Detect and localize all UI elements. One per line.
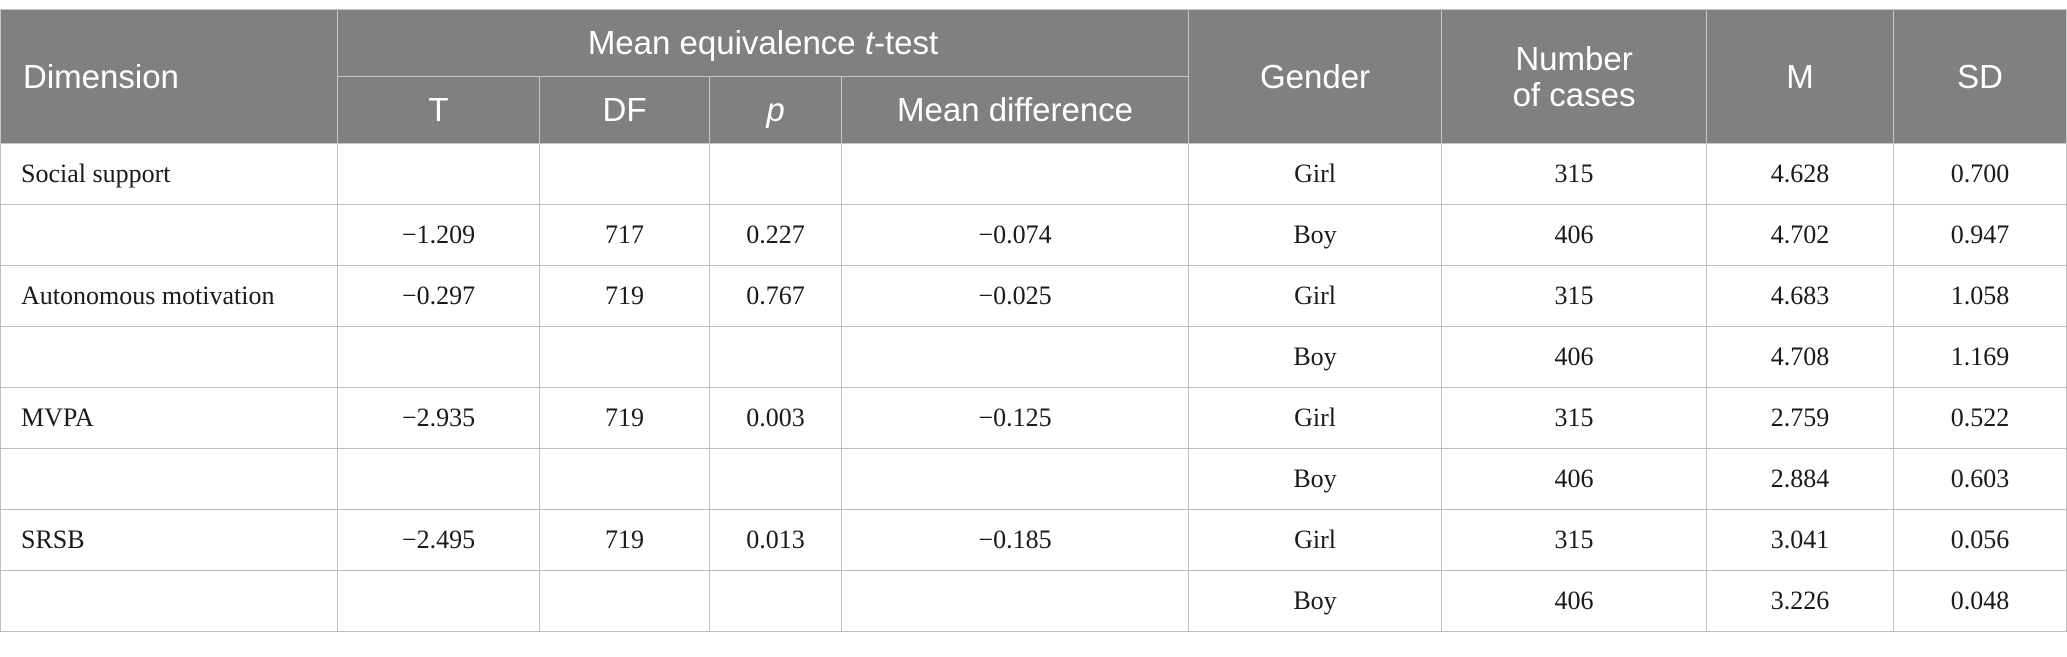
cell-mean-difference: −0.025 [840, 265, 1190, 327]
cell-t: −2.495 [337, 509, 540, 571]
cell-m: 2.759 [1706, 387, 1895, 449]
cell-dimension: Social support [0, 143, 338, 205]
group-title-suffix: -test [874, 24, 939, 61]
cell-sd: 0.056 [1893, 509, 2067, 571]
cell-p [709, 143, 842, 205]
cases-line2: of cases [1512, 75, 1636, 113]
header-p: p [709, 76, 842, 144]
cell-number-of-cases: 406 [1441, 204, 1708, 266]
cell-gender: Boy [1188, 570, 1443, 632]
header-sd: SD [1893, 9, 2067, 144]
cell-m: 4.702 [1706, 204, 1895, 266]
cell-df: 717 [539, 204, 710, 266]
cell-number-of-cases: 315 [1441, 143, 1708, 205]
cell-mean-difference [840, 326, 1190, 388]
cell-dimension: SRSB [0, 509, 338, 571]
cell-m: 4.708 [1706, 326, 1895, 388]
cell-t: −2.935 [337, 387, 540, 449]
cell-t: −1.209 [337, 204, 540, 266]
cell-p: 0.227 [709, 204, 842, 266]
cell-p [709, 326, 842, 388]
cell-number-of-cases: 406 [1441, 448, 1708, 510]
cell-dimension: Autonomous motivation [0, 265, 338, 327]
cell-dimension [0, 448, 338, 510]
cell-m: 3.041 [1706, 509, 1895, 571]
cell-p: 0.013 [709, 509, 842, 571]
header-gender: Gender [1188, 9, 1443, 144]
table-row: Boy 406 2.884 0.603 [0, 448, 2067, 510]
cell-m: 2.884 [1706, 448, 1895, 510]
table-row: Boy 406 3.226 0.048 [0, 570, 2067, 632]
cell-gender: Girl [1188, 509, 1443, 571]
table-row: Boy 406 4.708 1.169 [0, 326, 2067, 388]
header-m: M [1706, 9, 1895, 144]
cell-number-of-cases: 315 [1441, 265, 1708, 327]
cell-mean-difference: −0.185 [840, 509, 1190, 571]
cell-number-of-cases: 315 [1441, 509, 1708, 571]
header-dimension: Dimension [0, 9, 338, 144]
cell-sd: 0.700 [1893, 143, 2067, 205]
cell-df [539, 143, 710, 205]
cell-df: 719 [539, 265, 710, 327]
cell-m: 4.683 [1706, 265, 1895, 327]
cell-mean-difference [840, 143, 1190, 205]
cell-number-of-cases: 406 [1441, 326, 1708, 388]
table-row: Social support Girl 315 4.628 0.700 [0, 143, 2067, 205]
cell-dimension [0, 570, 338, 632]
cell-mean-difference: −0.125 [840, 387, 1190, 449]
header-df: DF [539, 76, 710, 144]
table-header: Dimension Mean equivalence t-test Gender… [0, 9, 2067, 144]
cell-sd: 0.522 [1893, 387, 2067, 449]
gender-comparison-table: Dimension Mean equivalence t-test Gender… [0, 9, 2067, 632]
cell-df: 719 [539, 509, 710, 571]
cell-p [709, 448, 842, 510]
table-row: −1.209 717 0.227 −0.074 Boy 406 4.702 0.… [0, 204, 2067, 266]
cell-p: 0.767 [709, 265, 842, 327]
cell-gender: Girl [1188, 265, 1443, 327]
table-body: Social support Girl 315 4.628 0.700 −1.2… [0, 143, 2067, 632]
header-mean-equivalence-group: Mean equivalence t-test [336, 9, 1190, 77]
cell-number-of-cases: 315 [1441, 387, 1708, 449]
cell-mean-difference [840, 570, 1190, 632]
cell-t [337, 448, 540, 510]
cell-mean-difference: −0.074 [840, 204, 1190, 266]
cell-sd: 1.058 [1893, 265, 2067, 327]
cell-m: 4.628 [1706, 143, 1895, 205]
header-t: T [337, 76, 540, 144]
cell-p: 0.003 [709, 387, 842, 449]
cell-mean-difference [840, 448, 1190, 510]
cell-gender: Girl [1188, 143, 1443, 205]
cell-dimension [0, 204, 338, 266]
cell-dimension: MVPA [0, 387, 338, 449]
cell-sd: 0.603 [1893, 448, 2067, 510]
cell-t [337, 570, 540, 632]
cell-df [539, 326, 710, 388]
cell-t [337, 326, 540, 388]
cell-sd: 0.048 [1893, 570, 2067, 632]
cell-t [337, 143, 540, 205]
group-title-text: Mean equivalence [587, 24, 865, 61]
header-number-of-cases: Number of cases [1441, 9, 1708, 144]
cell-df: 719 [539, 387, 710, 449]
cell-sd: 0.947 [1893, 204, 2067, 266]
table-row: MVPA −2.935 719 0.003 −0.125 Girl 315 2.… [0, 387, 2067, 449]
cell-m: 3.226 [1706, 570, 1895, 632]
table-row: Autonomous motivation −0.297 719 0.767 −… [0, 265, 2067, 327]
table-row: SRSB −2.495 719 0.013 −0.185 Girl 315 3.… [0, 509, 2067, 571]
cell-number-of-cases: 406 [1441, 570, 1708, 632]
cell-df [539, 570, 710, 632]
cell-gender: Boy [1188, 204, 1443, 266]
header-mean-difference: Mean difference [840, 76, 1190, 144]
cell-gender: Boy [1188, 448, 1443, 510]
cell-gender: Boy [1188, 326, 1443, 388]
cell-gender: Girl [1188, 387, 1443, 449]
group-title-t: t [864, 24, 875, 61]
cases-line1: Number [1515, 39, 1633, 77]
cell-p [709, 570, 842, 632]
cell-t: −0.297 [337, 265, 540, 327]
cell-df [539, 448, 710, 510]
cell-dimension [0, 326, 338, 388]
cell-sd: 1.169 [1893, 326, 2067, 388]
